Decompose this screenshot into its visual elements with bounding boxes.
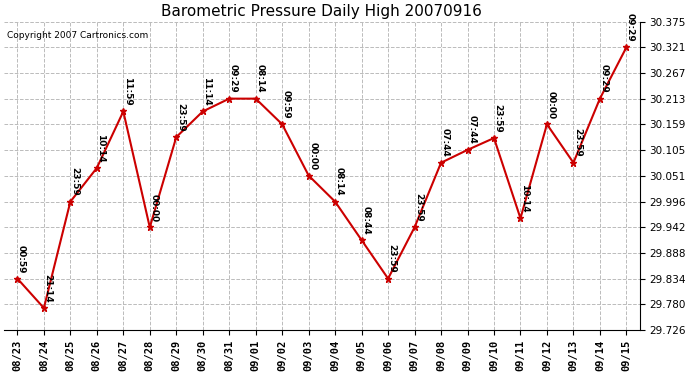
Text: 10:14: 10:14 — [520, 184, 529, 213]
Text: 23:59: 23:59 — [493, 104, 502, 132]
Text: 09:29: 09:29 — [626, 13, 635, 42]
Text: 11:14: 11:14 — [202, 77, 211, 106]
Text: Copyright 2007 Cartronics.com: Copyright 2007 Cartronics.com — [8, 31, 148, 40]
Text: 21:14: 21:14 — [43, 274, 52, 303]
Text: 08:44: 08:44 — [362, 206, 371, 235]
Text: 08:14: 08:14 — [335, 168, 344, 196]
Text: 07:44: 07:44 — [467, 116, 476, 144]
Text: 23:59: 23:59 — [70, 167, 79, 196]
Text: 08:14: 08:14 — [255, 64, 264, 93]
Text: 11:59: 11:59 — [123, 77, 132, 106]
Text: 23:59: 23:59 — [388, 244, 397, 273]
Text: 09:29: 09:29 — [600, 64, 609, 93]
Text: 23:59: 23:59 — [176, 103, 185, 132]
Text: 09:59: 09:59 — [282, 90, 291, 119]
Text: 07:44: 07:44 — [441, 128, 450, 157]
Text: 10:14: 10:14 — [97, 134, 106, 162]
Text: 00:00: 00:00 — [308, 142, 317, 170]
Text: 00:00: 00:00 — [150, 194, 159, 222]
Title: Barometric Pressure Daily High 20070916: Barometric Pressure Daily High 20070916 — [161, 4, 482, 19]
Text: 23:59: 23:59 — [414, 193, 423, 222]
Text: 23:59: 23:59 — [573, 128, 582, 157]
Text: 00:59: 00:59 — [17, 244, 26, 273]
Text: 09:29: 09:29 — [229, 64, 238, 93]
Text: 00:00: 00:00 — [546, 91, 555, 119]
